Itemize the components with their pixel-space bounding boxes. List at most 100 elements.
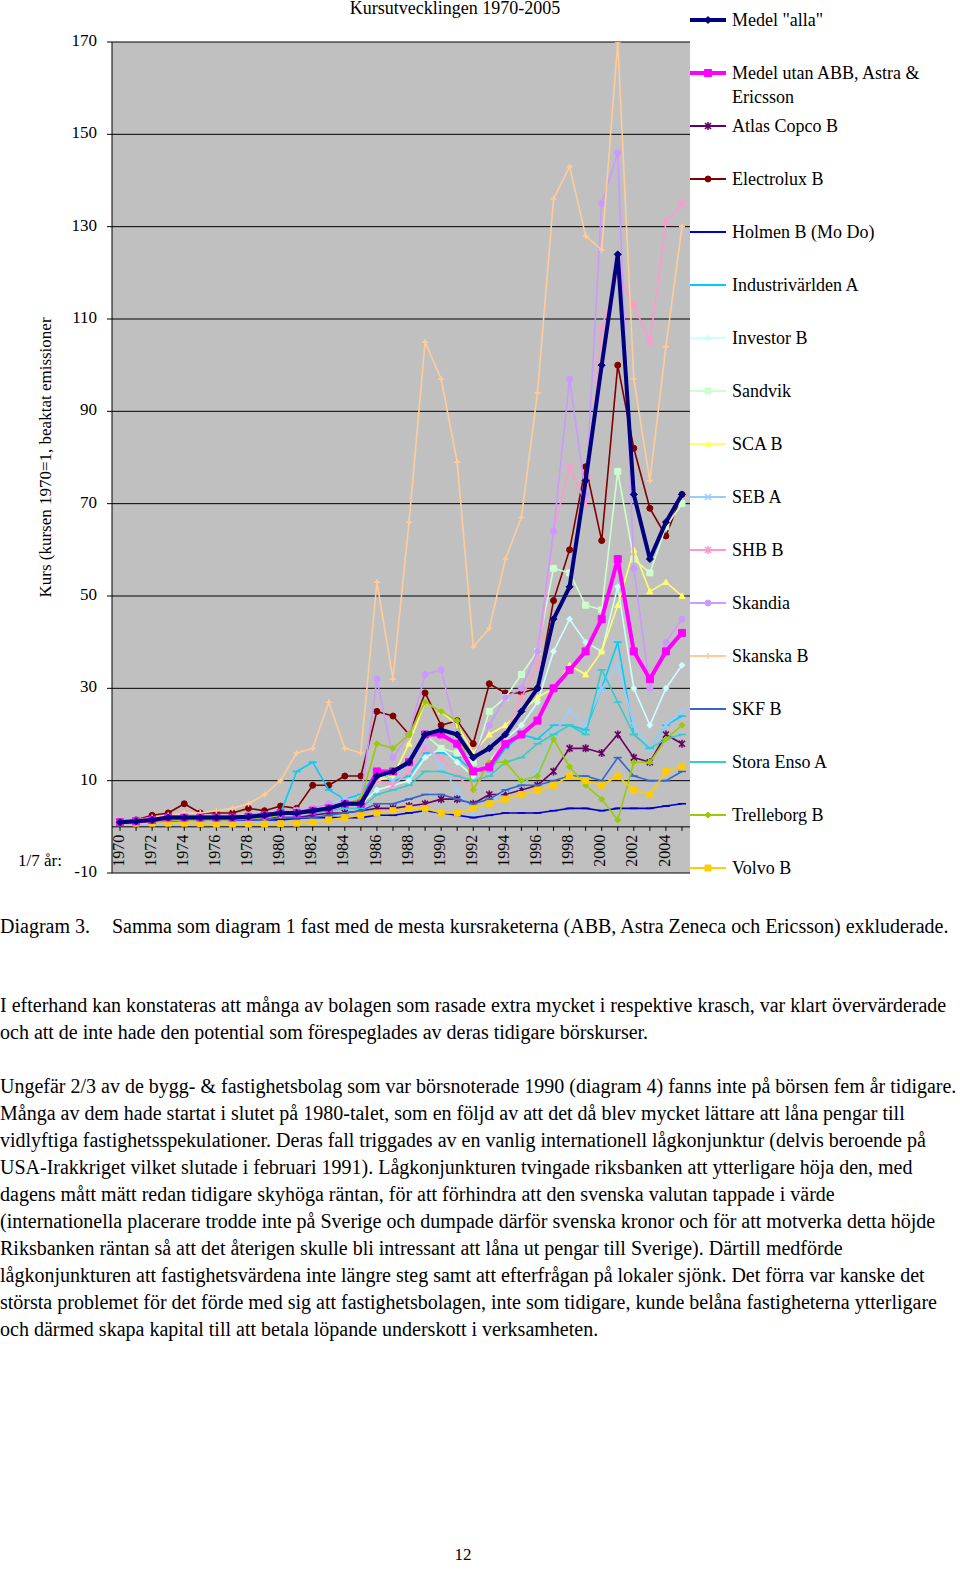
- data-point: [310, 819, 316, 825]
- x-tick-label: 1998: [559, 835, 576, 867]
- data-point: [614, 251, 621, 258]
- series: [117, 547, 685, 825]
- data-point: [309, 761, 317, 763]
- legend-marker: [705, 176, 711, 182]
- data-point: [550, 685, 557, 692]
- grid-line: [112, 134, 690, 135]
- x-tick: [136, 827, 137, 831]
- data-point: [117, 819, 123, 825]
- data-point: [534, 661, 540, 669]
- data-point: [598, 362, 605, 369]
- data-point: [615, 602, 621, 607]
- data-point: [325, 805, 332, 812]
- data-point: [663, 579, 669, 584]
- legend-swatch: [688, 485, 728, 509]
- data-point: [631, 376, 637, 382]
- data-point: [454, 718, 460, 724]
- data-point: [486, 801, 492, 807]
- data-point: [422, 699, 428, 705]
- data-point: [678, 734, 686, 736]
- data-point: [551, 528, 557, 534]
- data-point: [599, 324, 605, 332]
- data-point: [422, 732, 428, 738]
- data-point: [438, 745, 444, 751]
- y-tick-label: 170: [72, 31, 98, 50]
- data-point: [422, 671, 428, 677]
- data-point: [598, 810, 606, 812]
- data-point: [533, 743, 541, 745]
- body-text: I efterhand kan konstateras att många av…: [0, 992, 958, 1370]
- data-point: [229, 805, 235, 811]
- data-point: [534, 773, 540, 779]
- x-tick: [152, 827, 153, 831]
- data-point: [117, 819, 124, 826]
- y-tick: [107, 873, 112, 874]
- data-point: [454, 772, 460, 780]
- x-tick-label: 1994: [495, 835, 512, 867]
- data-point: [518, 515, 524, 521]
- data-point: [582, 808, 590, 810]
- grid-line: [112, 873, 690, 874]
- x-tick: [537, 827, 538, 831]
- data-point: [551, 767, 557, 775]
- data-point: [358, 801, 364, 807]
- x-tick: [328, 827, 329, 831]
- series: [117, 699, 685, 825]
- data-point: [551, 648, 557, 654]
- legend-label: Medel utan ABB, Astra & Ericsson: [732, 61, 937, 109]
- y-tick-label: 150: [72, 123, 98, 142]
- data-point: [615, 150, 621, 156]
- legend-item: Volvo B: [688, 856, 960, 906]
- series-line: [120, 767, 682, 824]
- data-point: [390, 781, 396, 789]
- data-point: [454, 731, 461, 738]
- data-point: [615, 817, 621, 823]
- x-tick: [601, 827, 602, 831]
- data-point: [149, 816, 156, 823]
- data-point: [662, 805, 670, 807]
- data-point: [534, 695, 540, 700]
- y-tick-label: 70: [80, 493, 97, 512]
- data-point: [615, 468, 621, 474]
- series: [117, 150, 685, 825]
- data-point: [438, 745, 444, 751]
- data-point: [181, 814, 188, 821]
- data-point: [615, 584, 621, 590]
- data-point: [470, 755, 476, 761]
- data-point: [517, 812, 525, 814]
- data-point: [646, 748, 654, 750]
- data-point: [567, 547, 573, 553]
- data-point: [390, 676, 396, 682]
- data-point: [470, 768, 477, 775]
- legend-label: Holmen B (Mo Do): [732, 220, 875, 244]
- data-point: [567, 463, 573, 471]
- caption-text: Samma som diagram 1 fast med de mesta ku…: [112, 914, 952, 939]
- data-point: [390, 713, 396, 719]
- legend-label: Stora Enso A: [732, 750, 827, 774]
- x-tick: [681, 827, 682, 831]
- data-point: [374, 741, 380, 747]
- data-point: [470, 787, 476, 793]
- x-tick: [200, 827, 201, 831]
- data-point: [357, 800, 364, 807]
- data-point: [679, 616, 685, 622]
- data-point: [469, 817, 477, 819]
- data-point: [551, 736, 557, 742]
- legend-swatch: [688, 326, 728, 350]
- data-point: [567, 764, 573, 770]
- data-point: [341, 812, 349, 814]
- y-tick-label: 130: [72, 216, 98, 235]
- x-tick: [553, 827, 554, 831]
- legend-item: Holmen B (Mo Do): [688, 220, 960, 270]
- data-point: [599, 749, 605, 757]
- data-point: [583, 671, 589, 676]
- data-point: [326, 805, 332, 811]
- data-point: [389, 814, 397, 816]
- data-point: [422, 744, 428, 752]
- legend-marker: [704, 708, 712, 710]
- plot-area: [112, 42, 690, 873]
- legend-item: Trelleborg B: [688, 803, 960, 853]
- page-number: 12: [0, 1545, 926, 1565]
- data-point: [373, 794, 381, 796]
- data-point: [406, 759, 413, 766]
